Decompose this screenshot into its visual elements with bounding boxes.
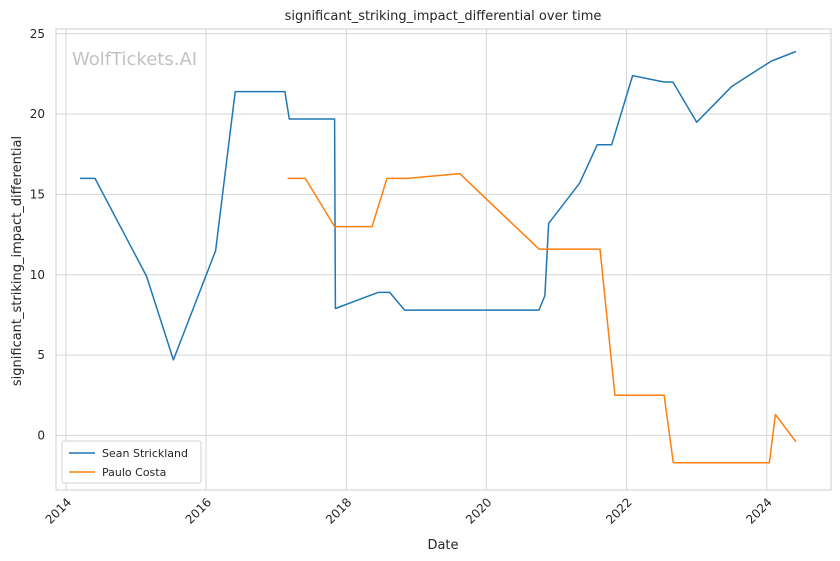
data-point-sean-strickland-8 — [334, 118, 336, 120]
y-tick-label-20: 20 — [30, 107, 45, 121]
data-point-sean-strickland-16 — [579, 182, 581, 184]
y-axis-label: significant_striking_impact_differential — [10, 136, 25, 386]
data-point-paulo-costa-0 — [287, 178, 289, 180]
x-axis-label: Date — [427, 538, 458, 553]
data-point-sean-strickland-22 — [696, 121, 698, 123]
y-tick-label-0: 0 — [37, 428, 45, 442]
y-axis-ticks: 0 5 10 15 20 25 — [30, 27, 45, 443]
data-point-sean-strickland-20 — [663, 81, 665, 83]
data-point-sean-strickland-7 — [289, 118, 291, 120]
plot-frame — [55, 28, 832, 491]
data-point-sean-strickland-2 — [146, 276, 148, 278]
data-point-paulo-costa-5 — [407, 178, 409, 180]
data-point-paulo-costa-6 — [459, 173, 461, 175]
chart-title: significant_striking_impact_differential… — [285, 9, 602, 24]
data-point-sean-strickland-10 — [377, 292, 379, 294]
data-point-sean-strickland-15 — [548, 223, 550, 225]
series-layer — [79, 50, 797, 464]
data-point-sean-strickland-25 — [771, 60, 773, 62]
data-point-sean-strickland-23 — [731, 86, 733, 88]
x-tick-label-2014: 2014 — [43, 495, 74, 526]
data-point-sean-strickland-26 — [775, 59, 777, 61]
data-point-paulo-costa-11 — [673, 462, 675, 464]
data-point-sean-strickland-5 — [234, 91, 236, 93]
data-point-sean-strickland-4 — [215, 250, 217, 252]
data-point-sean-strickland-17 — [597, 144, 599, 146]
legend: Sean Strickland Paulo Costa — [61, 440, 202, 484]
data-point-paulo-costa-1 — [305, 178, 307, 180]
data-point-paulo-costa-9 — [614, 394, 616, 396]
data-point-sean-strickland-19 — [632, 75, 634, 77]
data-point-paulo-costa-14 — [795, 441, 797, 443]
data-point-sean-strickland-27 — [795, 51, 797, 53]
data-point-sean-strickland-21 — [672, 81, 674, 83]
y-tick-label-10: 10 — [30, 268, 45, 282]
data-point-sean-strickland-18 — [611, 144, 613, 146]
data-point-paulo-costa-3 — [371, 226, 373, 228]
data-point-paulo-costa-4 — [386, 178, 388, 180]
y-tick-label-15: 15 — [30, 187, 45, 201]
legend-label-paulo-costa: Paulo Costa — [102, 466, 166, 479]
y-tick-label-5: 5 — [37, 348, 45, 362]
data-point-sean-strickland-3 — [173, 359, 175, 361]
x-axis-ticks: 2014 2016 2018 2020 2022 2024 — [43, 495, 775, 526]
data-point-sean-strickland-9 — [335, 308, 337, 310]
y-tick-label-25: 25 — [30, 27, 45, 41]
data-point-sean-strickland-24 — [745, 76, 747, 78]
data-point-sean-strickland-6 — [284, 91, 286, 93]
grid-lines — [56, 29, 831, 490]
legend-box — [61, 440, 202, 484]
data-point-paulo-costa-7 — [538, 248, 540, 250]
data-point-paulo-costa-10 — [663, 394, 665, 396]
x-tick-label-2016: 2016 — [183, 495, 214, 526]
data-point-sean-strickland-0 — [79, 178, 81, 180]
data-point-sean-strickland-14 — [544, 295, 546, 297]
data-point-sean-strickland-12 — [404, 309, 406, 311]
data-point-paulo-costa-12 — [769, 462, 771, 464]
data-point-sean-strickland-13 — [538, 309, 540, 311]
series-line-sean-strickland — [80, 50, 797, 361]
data-point-paulo-costa-2 — [334, 226, 336, 228]
data-point-paulo-costa-8 — [599, 248, 601, 250]
x-tick-label-2020: 2020 — [463, 495, 494, 526]
legend-label-sean-strickland: Sean Strickland — [102, 447, 188, 460]
x-tick-label-2018: 2018 — [323, 495, 354, 526]
data-point-paulo-costa-13 — [775, 414, 777, 416]
x-tick-label-2024: 2024 — [743, 495, 774, 526]
data-point-sean-strickland-1 — [94, 178, 96, 180]
plot-area-border — [55, 28, 832, 491]
watermark-text: WolfTickets.AI — [72, 49, 197, 70]
data-point-sean-strickland-11 — [389, 292, 391, 294]
x-tick-label-2022: 2022 — [603, 495, 634, 526]
series-line-paulo-costa — [287, 172, 797, 464]
